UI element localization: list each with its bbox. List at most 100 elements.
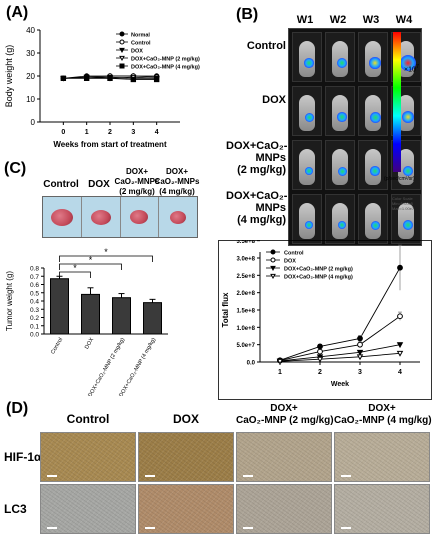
bar bbox=[143, 302, 162, 335]
color-scale-bar bbox=[393, 32, 401, 172]
signal-spot bbox=[304, 220, 314, 230]
bar bbox=[112, 297, 131, 335]
data-point bbox=[357, 335, 363, 342]
data-point bbox=[317, 348, 323, 355]
panel-label-c: (C) bbox=[4, 160, 27, 177]
tumor-sample bbox=[51, 208, 73, 226]
x-tick-label: 2 bbox=[108, 129, 112, 136]
mouse-image bbox=[292, 86, 322, 136]
x-tick-label: 2 bbox=[318, 369, 322, 376]
tumor-cell bbox=[120, 197, 159, 237]
ihc-image bbox=[138, 484, 234, 534]
panel-label-b: (B) bbox=[236, 6, 259, 23]
data-point bbox=[316, 356, 324, 363]
y-tick-label: 0.0 bbox=[247, 361, 256, 367]
mouse-image bbox=[391, 194, 421, 244]
data-point bbox=[396, 350, 404, 357]
y-tick-label: 1.0e+8 bbox=[236, 326, 255, 332]
mouse-image bbox=[292, 140, 322, 190]
legend-entry: DOX+CaO₂-MNP (2 mg/kg) bbox=[284, 267, 353, 273]
tumor-cell bbox=[43, 197, 82, 237]
y-tick-label: 0.0 bbox=[30, 332, 39, 339]
x-tick-label: Control bbox=[50, 337, 64, 355]
color-scale-unit: (p/sec/cm²/sr) bbox=[384, 176, 415, 182]
x-tick-label: 1 bbox=[85, 129, 89, 136]
group-label: DOX+CaO₂- MNPs (4 mg/kg) bbox=[226, 190, 288, 226]
y-tick-label: 0.1 bbox=[30, 323, 39, 330]
significance-bracket bbox=[59, 255, 153, 262]
data-point bbox=[397, 313, 403, 320]
ihc-column-label: Control bbox=[66, 412, 110, 426]
ihc-row-label: LC3 bbox=[4, 502, 27, 516]
data-point bbox=[317, 343, 323, 350]
data-point bbox=[356, 354, 364, 361]
ihc-image bbox=[334, 432, 430, 482]
legend-entry: Normal bbox=[131, 33, 150, 39]
ihc-column-label: DOX bbox=[172, 412, 199, 426]
week-label: W1 bbox=[296, 14, 314, 26]
mouse-image bbox=[358, 86, 388, 136]
data-point bbox=[60, 75, 67, 81]
mouse-image bbox=[325, 140, 355, 190]
signal-spot bbox=[337, 112, 347, 122]
y-axis-label: Total flux bbox=[221, 292, 230, 328]
legend-entry: Control bbox=[284, 251, 304, 257]
signal-spot bbox=[369, 111, 381, 123]
data-point bbox=[356, 349, 364, 356]
y-axis-label: Tumor weight (g) bbox=[5, 271, 14, 332]
signal-spot bbox=[403, 220, 413, 230]
signal-spot bbox=[370, 220, 380, 230]
group-label: Control bbox=[246, 40, 286, 52]
data-point bbox=[396, 342, 404, 349]
series-line bbox=[279, 352, 401, 362]
y-tick-label: 3.0e+8 bbox=[236, 257, 255, 263]
data-point bbox=[153, 76, 160, 83]
signal-spot bbox=[400, 55, 416, 71]
ihc-image bbox=[236, 484, 332, 534]
signal-spot bbox=[304, 112, 314, 122]
legend-marker bbox=[119, 55, 125, 62]
data-point bbox=[276, 358, 284, 365]
x-tick-label: 3 bbox=[358, 369, 362, 376]
ihc-image bbox=[236, 432, 332, 482]
scale-bar bbox=[243, 527, 253, 529]
tumor-sample bbox=[90, 209, 111, 225]
significance-marker: * bbox=[104, 247, 108, 257]
legend-marker bbox=[270, 257, 276, 263]
mouse-image bbox=[358, 32, 388, 82]
tumor-group-label: DOX+ CaO₂-MNPs (2 mg/kg) bbox=[114, 167, 160, 196]
y-tick-label: 0.3 bbox=[30, 307, 39, 314]
data-point bbox=[397, 264, 403, 271]
y-tick-label: 1.5e+8 bbox=[236, 309, 255, 315]
ihc-image bbox=[334, 484, 430, 534]
y-tick-label: 0.4 bbox=[30, 299, 39, 306]
y-axis-label: Body weight (g) bbox=[4, 45, 14, 108]
data-point bbox=[130, 76, 137, 83]
legend-marker bbox=[119, 63, 125, 69]
legend-marker bbox=[119, 39, 125, 45]
x-tick-label: 4 bbox=[155, 129, 159, 136]
y-tick-label: 10 bbox=[26, 95, 35, 104]
y-tick-label: 20 bbox=[26, 72, 35, 81]
ihc-column-label: DOX+ CaO₂-MNP (2 mg/kg) bbox=[236, 403, 334, 426]
significance-bracket bbox=[59, 263, 122, 270]
signal-spot bbox=[402, 165, 414, 177]
series-line bbox=[279, 267, 401, 361]
week-label: W3 bbox=[362, 14, 380, 26]
total-flux-chart: 0.0 5.0e+7 1.0e+8 1.5e+8 2.0e+8 2.5e+8 3.0e+8 3… bbox=[218, 240, 432, 400]
y-tick-label: 5.0e+7 bbox=[236, 343, 255, 349]
signal-spot bbox=[305, 167, 313, 175]
scale-bar bbox=[47, 527, 57, 529]
ihc-column-label: DOX+ CaO₂-MNP (4 mg/kg) bbox=[334, 403, 432, 426]
bar bbox=[81, 293, 100, 335]
mouse-image bbox=[325, 194, 355, 244]
x-tick-label: 4 bbox=[398, 369, 402, 376]
y-tick-label: 40 bbox=[26, 26, 35, 35]
tumor-group-label: Control bbox=[43, 179, 79, 190]
week-label: W4 bbox=[395, 14, 413, 26]
x-tick-label: 1 bbox=[278, 369, 282, 376]
data-point bbox=[107, 75, 113, 81]
x-tick-label: 3 bbox=[131, 129, 135, 136]
tumor-weight-chart: 0.0 0.10.20.30.4 0.50.60.70.8 Tumor weight … bbox=[5, 247, 168, 396]
series-line bbox=[279, 344, 401, 362]
